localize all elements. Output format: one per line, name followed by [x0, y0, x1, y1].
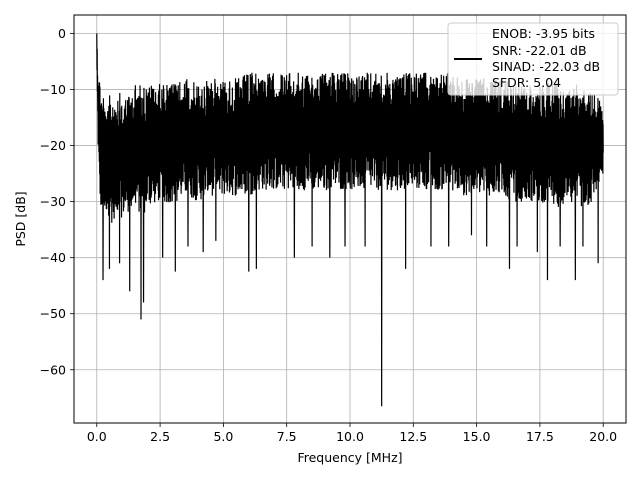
x-axis-label: Frequency [MHz] — [297, 450, 402, 465]
psd-series-line — [96, 33, 604, 407]
legend-entry-sinad: SINAD: -22.03 dB — [492, 59, 600, 74]
y-tick-label: −10 — [40, 82, 66, 97]
plot-area — [96, 33, 604, 407]
x-tick-label: 0.0 — [87, 429, 107, 444]
legend-entry-sfdr: SFDR: 5.04 — [492, 75, 561, 90]
x-tick-label: 15.0 — [463, 429, 491, 444]
y-tick-label: −30 — [40, 194, 66, 209]
x-tick-label: 7.5 — [277, 429, 297, 444]
y-axis-label: PSD [dB] — [13, 191, 28, 246]
x-axis-ticks: 0.0 2.5 5.0 7.5 10.0 12.5 15.0 17.5 20.0 — [87, 423, 617, 444]
x-tick-label: 17.5 — [526, 429, 554, 444]
y-tick-label: −40 — [40, 250, 66, 265]
y-tick-label: −50 — [40, 306, 66, 321]
legend-box — [447, 22, 619, 96]
legend-entry-enob: ENOB: -3.95 bits — [492, 26, 595, 41]
legend: ENOB: -3.95 bits SNR: -22.01 dB SINAD: -… — [447, 22, 619, 96]
x-tick-label: 12.5 — [399, 429, 427, 444]
x-tick-label: 2.5 — [150, 429, 170, 444]
x-tick-label: 20.0 — [589, 429, 617, 444]
y-tick-label: −20 — [40, 138, 66, 153]
y-tick-label: −60 — [40, 362, 66, 377]
y-axis-ticks: 0 −10 −20 −30 −40 −50 −60 — [40, 26, 74, 377]
y-tick-label: 0 — [58, 26, 66, 41]
x-tick-label: 5.0 — [213, 429, 233, 444]
legend-entry-snr: SNR: -22.01 dB — [492, 43, 587, 58]
x-tick-label: 10.0 — [336, 429, 364, 444]
